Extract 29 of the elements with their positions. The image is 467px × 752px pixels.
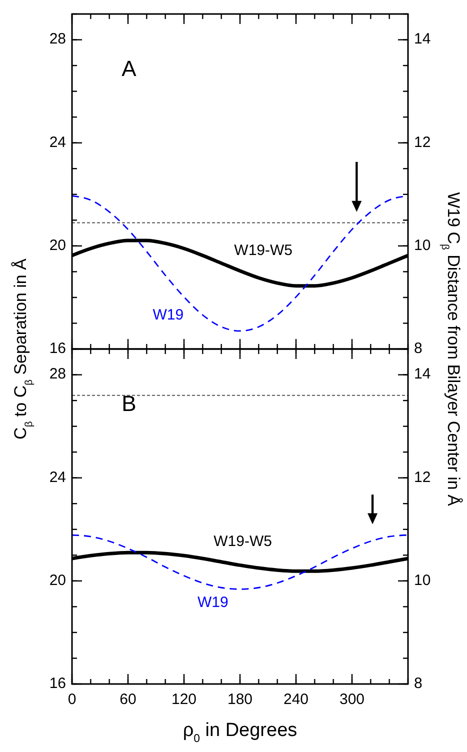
annotation: B <box>122 391 136 416</box>
y2-tick-label: 12 <box>414 134 431 151</box>
y-tick-label: 28 <box>49 30 66 48</box>
y2-tick-label: 14 <box>414 366 431 383</box>
annotation: A <box>122 56 137 81</box>
y2-tick-label: 14 <box>414 30 431 48</box>
y2-tick-label: 8 <box>414 340 422 357</box>
y-tick-label: 16 <box>49 674 66 692</box>
series-label: W19 <box>152 306 184 324</box>
x-tick-label: 240 <box>283 691 309 708</box>
y-tick-label: 20 <box>49 236 66 254</box>
y2-tick-label: 10 <box>414 236 431 254</box>
x-tick-label: 60 <box>120 691 136 708</box>
y2-tick-label: 10 <box>414 572 431 589</box>
y2-tick-label: 12 <box>414 468 431 486</box>
x-axis-title: ρ$_{0}$ in Degrees <box>182 720 298 745</box>
y-tick-label: 24 <box>49 468 66 486</box>
y-tick-label: 28 <box>49 366 66 383</box>
series-label: W19-W5 <box>214 533 272 550</box>
series-label: W19 <box>198 594 228 611</box>
x-tick-label: 120 <box>171 691 197 708</box>
y2-tick-label: 8 <box>414 674 422 692</box>
x-tick-label: 0 <box>68 691 76 708</box>
x-tick-label: 180 <box>227 691 253 708</box>
y-tick-label: 20 <box>49 572 66 589</box>
series-label: W19-W5 <box>234 242 293 260</box>
x-tick-label: 300 <box>339 691 365 708</box>
y-tick-label: 24 <box>49 134 66 151</box>
y-tick-label: 16 <box>49 340 66 357</box>
